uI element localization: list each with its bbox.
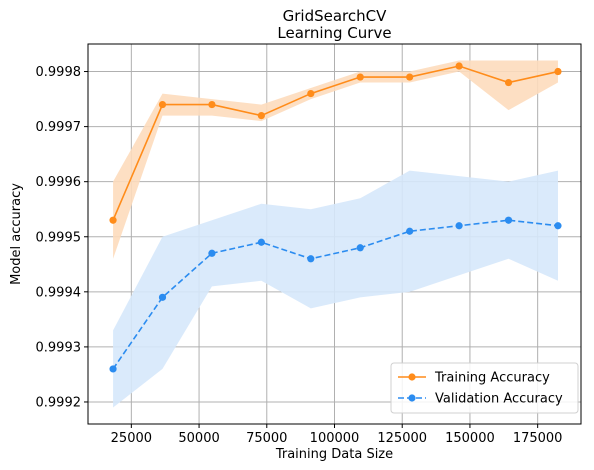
training-point	[159, 101, 166, 108]
x-tick-label: 150000	[445, 431, 495, 446]
validation-point	[554, 222, 561, 229]
confidence-bands	[113, 61, 558, 408]
y-tick-label: 0.9998	[36, 65, 82, 80]
training-point	[109, 217, 116, 224]
validation-point	[109, 365, 116, 372]
validation-point	[456, 222, 463, 229]
legend-label-training: Training Accuracy	[434, 371, 550, 386]
training-point	[208, 101, 215, 108]
x-tick-label: 25000	[111, 431, 152, 446]
x-axis-label: Training Data Size	[275, 447, 393, 462]
x-tick-label: 100000	[310, 431, 360, 446]
validation-point	[505, 217, 512, 224]
y-tick-label: 0.9993	[36, 340, 82, 355]
legend-marker-validation	[408, 394, 415, 401]
legend: Training Accuracy Validation Accuracy	[391, 363, 578, 413]
validation-point	[406, 228, 413, 235]
chart-title: GridSearchCV	[283, 7, 387, 25]
legend-label-validation: Validation Accuracy	[435, 392, 563, 407]
x-tick-label: 125000	[377, 431, 427, 446]
validation-point	[357, 244, 364, 251]
training-point	[456, 62, 463, 69]
x-tick-label: 50000	[178, 431, 219, 446]
validation-point	[307, 255, 314, 262]
training-point	[406, 73, 413, 80]
validation-point	[258, 239, 265, 246]
training-point	[505, 79, 512, 86]
training-point	[357, 73, 364, 80]
y-tick-label: 0.9996	[36, 175, 82, 190]
training-point	[258, 112, 265, 119]
y-tick-label: 0.9992	[36, 395, 82, 410]
y-axis-label: Model accuracy	[9, 183, 24, 285]
legend-marker-training	[408, 373, 415, 380]
x-tick-label: 75000	[246, 431, 287, 446]
y-axis-ticks: 0.9992 0.9993 0.9994 0.9995 0.9996 0.9997 0.99…	[36, 65, 89, 410]
chart-subtitle: Learning Curve	[277, 24, 391, 42]
training-point	[307, 90, 314, 97]
x-tick-label: 175000	[513, 431, 563, 446]
y-tick-label: 0.9997	[36, 120, 82, 135]
x-axis-ticks: 25000 50000 75000 100000 125000 150000 175000	[111, 424, 563, 446]
training-point	[554, 68, 561, 75]
validation-point	[159, 294, 166, 301]
validation-point	[208, 250, 215, 257]
y-tick-label: 0.9995	[36, 230, 82, 245]
y-tick-label: 0.9994	[36, 285, 82, 300]
